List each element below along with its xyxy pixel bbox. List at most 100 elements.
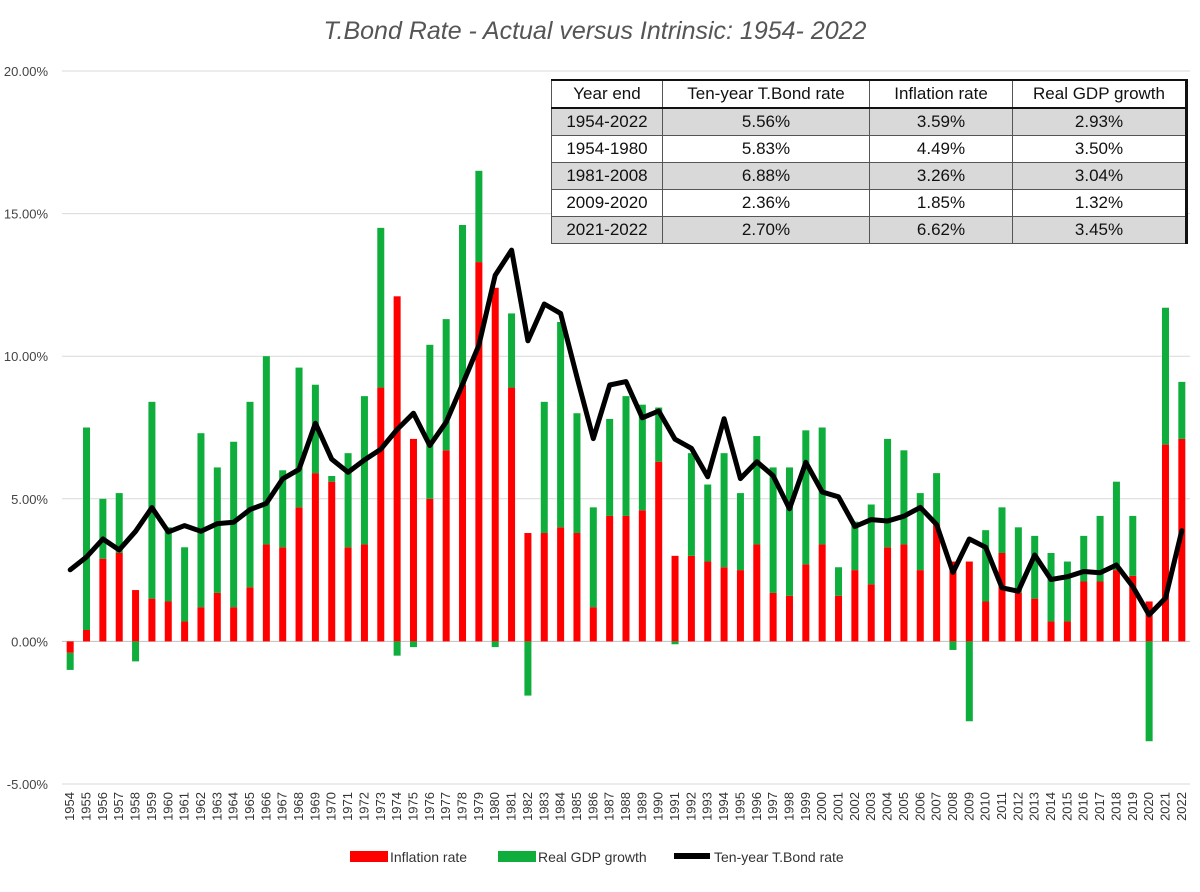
bar-inflation-rate — [835, 595, 843, 642]
bar-inflation-rate — [1063, 621, 1071, 642]
bar-inflation-rate — [933, 524, 941, 642]
bar-real-gdp-growth — [1112, 481, 1120, 571]
bar-real-gdp-growth — [1047, 552, 1055, 622]
x-tick-label: 1990 — [651, 792, 666, 821]
table-row: 2009-2020 2.36% 1.85% 1.32% — [551, 189, 1188, 217]
header-gdp-growth: Real GDP growth — [1012, 79, 1188, 109]
bar-inflation-rate — [213, 592, 221, 642]
bar-real-gdp-growth — [769, 467, 777, 593]
table-cell: 3.59% — [869, 107, 1013, 136]
bar-inflation-rate — [965, 561, 973, 642]
x-tick-label: 1980 — [487, 792, 502, 821]
bar-real-gdp-growth — [132, 641, 140, 662]
bar-real-gdp-growth — [638, 404, 646, 511]
x-tick-label: 2008 — [945, 792, 960, 821]
bar-inflation-rate — [115, 552, 123, 642]
table-cell: 1954-1980 — [551, 135, 663, 163]
bar-inflation-rate — [802, 564, 810, 642]
bar-inflation-rate — [1096, 581, 1104, 642]
x-tick-label: 1962 — [193, 792, 208, 821]
bar-real-gdp-growth — [393, 641, 401, 656]
bar-real-gdp-growth — [426, 344, 434, 499]
bar-inflation-rate — [982, 601, 990, 642]
bar-inflation-rate — [704, 561, 712, 642]
header-inflation: Inflation rate — [869, 79, 1013, 109]
bar-inflation-rate — [540, 533, 548, 642]
bar-inflation-rate — [655, 461, 663, 642]
bar-real-gdp-growth — [557, 321, 565, 528]
x-tick-label: 2010 — [978, 792, 993, 821]
bar-real-gdp-growth — [851, 521, 859, 571]
table-cell: 6.62% — [869, 216, 1013, 244]
bar-inflation-rate — [1145, 601, 1153, 642]
bar-real-gdp-growth — [720, 453, 728, 568]
bar-inflation-rate — [295, 507, 303, 642]
x-tick-label: 1971 — [340, 792, 355, 821]
bar-inflation-rate — [164, 601, 172, 642]
bar-inflation-rate — [83, 629, 91, 642]
bar-real-gdp-growth — [606, 418, 614, 516]
bar-inflation-rate — [557, 527, 565, 642]
x-tick-label: 1989 — [634, 792, 649, 821]
bar-inflation-rate — [524, 533, 532, 642]
bar-inflation-rate — [606, 515, 614, 642]
bar-real-gdp-growth — [982, 530, 990, 602]
bond-rate-line — [67, 247, 1185, 618]
header-year-end: Year end — [551, 79, 663, 109]
bar-inflation-rate — [475, 262, 483, 642]
x-tick-label: 1956 — [95, 792, 110, 821]
x-tick-label: 2011 — [994, 792, 1009, 820]
bar-real-gdp-growth — [213, 467, 221, 593]
bar-inflation-rate — [426, 498, 434, 642]
bar-real-gdp-growth — [524, 641, 532, 696]
bar-inflation-rate — [344, 547, 352, 642]
x-tick-label: 1997 — [765, 792, 780, 821]
x-tick-label: 1991 — [667, 792, 682, 821]
x-tick-label: 2006 — [912, 792, 927, 821]
bar-inflation-rate — [1080, 581, 1088, 642]
x-tick-label: 1992 — [683, 792, 698, 821]
x-tick-label: 1963 — [209, 792, 224, 821]
bar-real-gdp-growth — [279, 470, 287, 548]
y-axis-ticks: -5.00% 0.00% 5.00% 10.00% 15.00% 20.00% — [4, 64, 49, 792]
x-tick-label: 1984 — [553, 792, 568, 821]
bar-real-gdp-growth — [1129, 515, 1137, 576]
bar-inflation-rate — [573, 533, 581, 642]
bar-real-gdp-growth — [998, 507, 1006, 553]
x-tick-label: 1979 — [471, 792, 486, 821]
table-cell: 3.04% — [1012, 162, 1188, 190]
table-cell: 5.56% — [662, 107, 870, 136]
bar-inflation-rate — [1129, 575, 1137, 642]
x-tick-label: 1967 — [275, 792, 290, 821]
bar-real-gdp-growth — [884, 438, 892, 548]
bar-real-gdp-growth — [197, 433, 205, 608]
bar-inflation-rate — [279, 547, 287, 642]
bar-inflation-rate — [99, 558, 107, 642]
bar-real-gdp-growth — [442, 319, 450, 451]
x-tick-label: 1972 — [356, 792, 371, 821]
x-tick-label: 1968 — [291, 792, 306, 821]
legend-label-inflation: Inflation rate — [390, 849, 467, 865]
x-tick-label: 2009 — [961, 792, 976, 821]
x-tick-label: 2020 — [1141, 792, 1156, 821]
table-cell: 1981-2008 — [551, 162, 663, 190]
summary-table: Year end Ten-year T.Bond rate Inflation … — [551, 79, 1188, 244]
bar-inflation-rate — [328, 481, 336, 642]
bar-real-gdp-growth — [802, 430, 810, 565]
table-cell: 2.70% — [662, 216, 870, 244]
x-tick-label: 1964 — [226, 792, 241, 821]
bar-inflation-rate — [884, 547, 892, 642]
bar-inflation-rate — [148, 598, 156, 642]
x-tick-label: 1983 — [536, 792, 551, 821]
bar-real-gdp-growth — [1014, 527, 1022, 593]
x-tick-label: 2013 — [1027, 792, 1042, 821]
table-cell: 2.93% — [1012, 107, 1188, 136]
bar-inflation-rate — [622, 515, 630, 642]
y-tick-label: 5.00% — [11, 492, 48, 507]
bar-real-gdp-growth — [655, 407, 663, 462]
y-tick-label: 20.00% — [4, 64, 49, 79]
bar-inflation-rate — [377, 387, 385, 642]
bar-inflation-rate — [393, 296, 401, 642]
table-cell: 3.45% — [1012, 216, 1188, 244]
bar-real-gdp-growth — [262, 356, 270, 545]
